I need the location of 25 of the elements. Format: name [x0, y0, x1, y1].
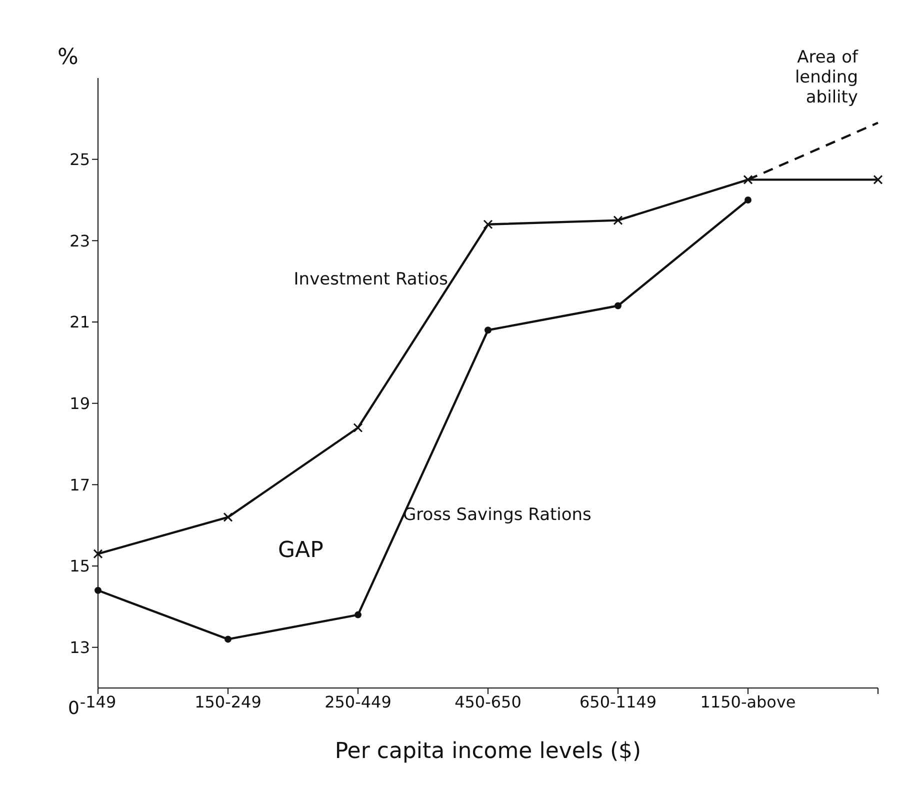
point	[484, 326, 492, 334]
x-tick-label: 150-249	[194, 692, 262, 712]
point	[744, 196, 752, 204]
series-label: Area of lending ability	[794, 48, 860, 108]
x-tick-label: 650-1149	[579, 692, 657, 712]
annotation: GAP	[278, 538, 324, 563]
y-tick-label: 21	[70, 312, 90, 332]
y-tick-label: 17	[70, 475, 90, 494]
point	[354, 611, 362, 618]
x-tick-label: 450-650	[454, 692, 522, 712]
point	[94, 586, 102, 594]
x-axis-title: Per capita income levels ($)	[334, 739, 642, 764]
x-tick-label: 1150-above	[700, 692, 796, 712]
y-tick-label: 23	[70, 231, 90, 250]
y-axis-title: %	[58, 45, 78, 70]
series-label: Investment Ratios	[294, 269, 448, 290]
y-tick-label: 19	[70, 394, 90, 414]
text: 0	[68, 698, 80, 719]
point	[224, 636, 232, 643]
y-tick-label: 15	[70, 556, 90, 576]
x-tick-label: -149	[80, 692, 116, 712]
y-tick-label: 13	[70, 638, 90, 658]
y-tick-label: 25	[70, 150, 90, 170]
point	[614, 302, 622, 310]
x-tick-label: 250-449	[324, 692, 392, 712]
